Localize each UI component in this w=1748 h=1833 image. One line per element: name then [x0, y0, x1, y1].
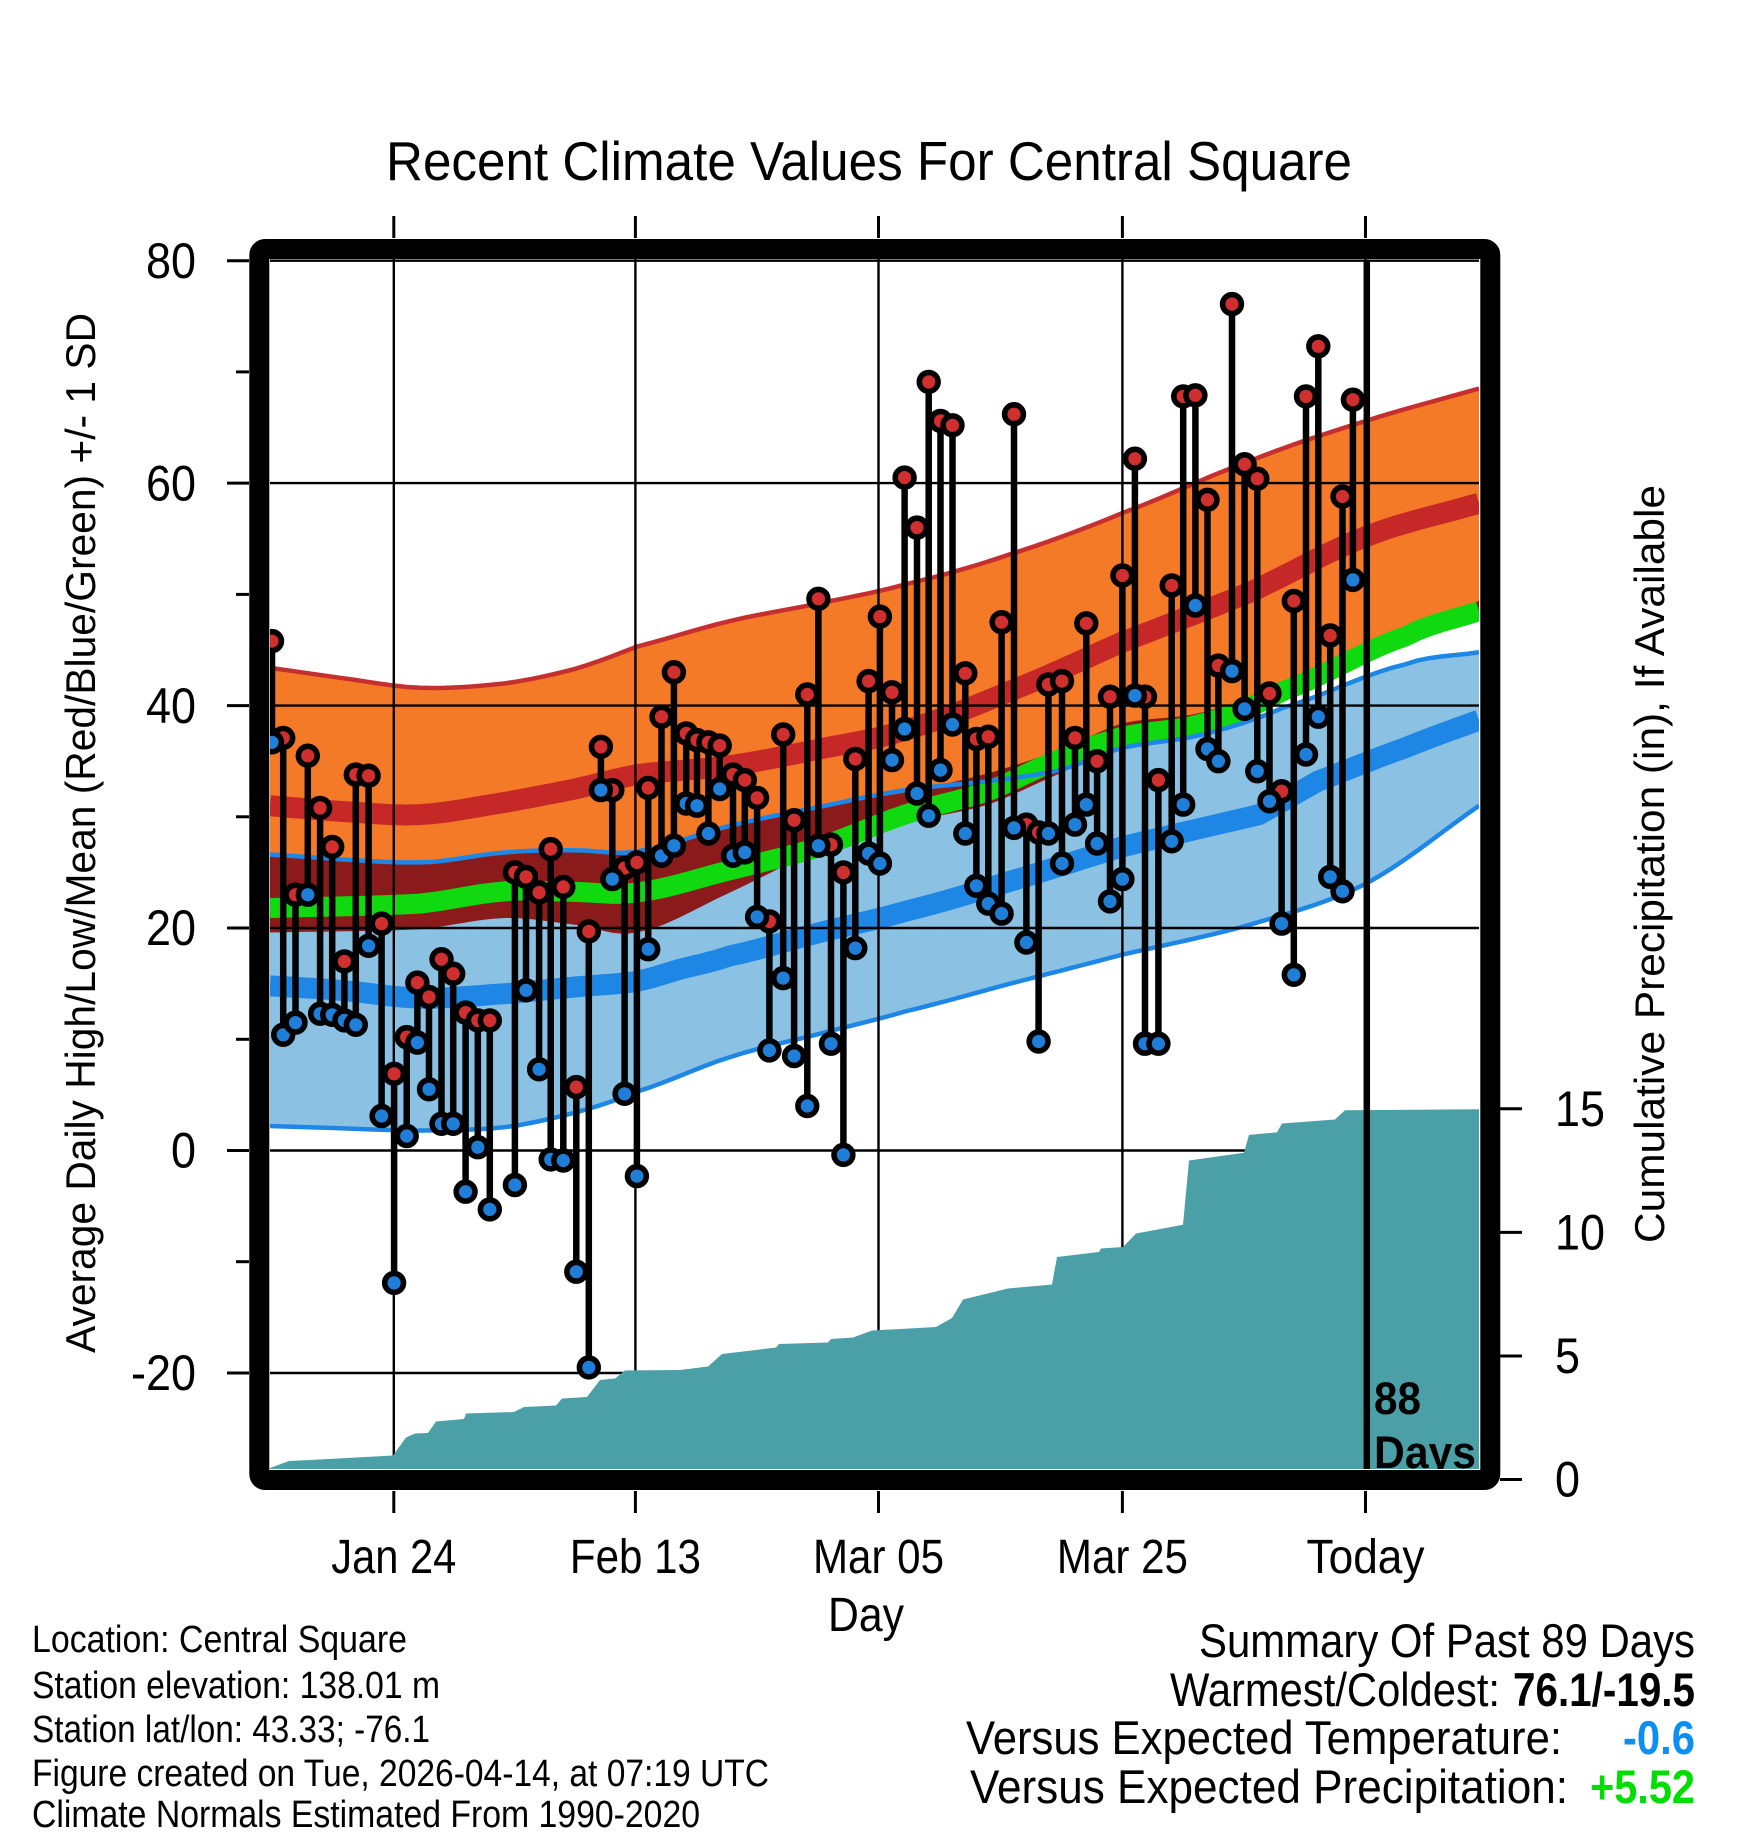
svg-text:-0.6: -0.6 — [1623, 1711, 1695, 1764]
svg-text:88: 88 — [1374, 1373, 1421, 1424]
svg-text:76.1/-19.5: 76.1/-19.5 — [1513, 1663, 1695, 1716]
svg-text:Day: Day — [828, 1589, 904, 1642]
svg-text:0: 0 — [171, 1123, 196, 1179]
svg-text:Feb 13: Feb 13 — [570, 1531, 701, 1584]
svg-text:Jan 24: Jan 24 — [331, 1531, 456, 1584]
svg-text:Days: Days — [1374, 1427, 1476, 1478]
svg-text:Station lat/lon: 43.33; -76.1: Station lat/lon: 43.33; -76.1 — [32, 1709, 430, 1751]
svg-text:0: 0 — [1555, 1452, 1580, 1508]
svg-text:20: 20 — [146, 900, 196, 956]
svg-text:80: 80 — [146, 233, 196, 289]
svg-text:-20: -20 — [131, 1345, 196, 1401]
svg-text:Summary Of Past 89 Days: Summary Of Past 89 Days — [1199, 1614, 1695, 1667]
svg-text:Climate Normals Estimated From: Climate Normals Estimated From 1990-2020 — [32, 1794, 700, 1828]
svg-text:Versus Expected Temperature:: Versus Expected Temperature: — [966, 1711, 1562, 1764]
svg-text:60: 60 — [146, 455, 196, 511]
svg-text:+5.52: +5.52 — [1590, 1760, 1695, 1813]
svg-text:Recent Climate Values For Cent: Recent Climate Values For Central Square — [386, 130, 1352, 192]
svg-text:Mar 25: Mar 25 — [1057, 1531, 1188, 1584]
svg-text:15: 15 — [1555, 1081, 1605, 1137]
svg-text:Versus Expected Precipitation:: Versus Expected Precipitation: — [970, 1760, 1568, 1813]
svg-text:Mar 05: Mar 05 — [813, 1531, 944, 1584]
svg-text:Figure created on Tue, 2026-04: Figure created on Tue, 2026-04-14, at 07… — [32, 1753, 769, 1795]
svg-text:Warmest/Coldest:: Warmest/Coldest: — [1170, 1663, 1500, 1716]
svg-text:10: 10 — [1555, 1205, 1605, 1261]
svg-text:Average Daily High/Low/Mean (R: Average Daily High/Low/Mean (Red/Blue/Gr… — [57, 313, 104, 1353]
svg-text:Station elevation: 138.01 m: Station elevation: 138.01 m — [32, 1665, 440, 1707]
svg-text:Today: Today — [1307, 1531, 1425, 1584]
svg-text:5: 5 — [1555, 1328, 1580, 1384]
svg-text:40: 40 — [146, 678, 196, 734]
svg-text:Cumulative Precipitation (in),: Cumulative Precipitation (in), If Availa… — [1626, 485, 1673, 1243]
svg-text:Location: Central Square: Location: Central Square — [32, 1619, 407, 1661]
